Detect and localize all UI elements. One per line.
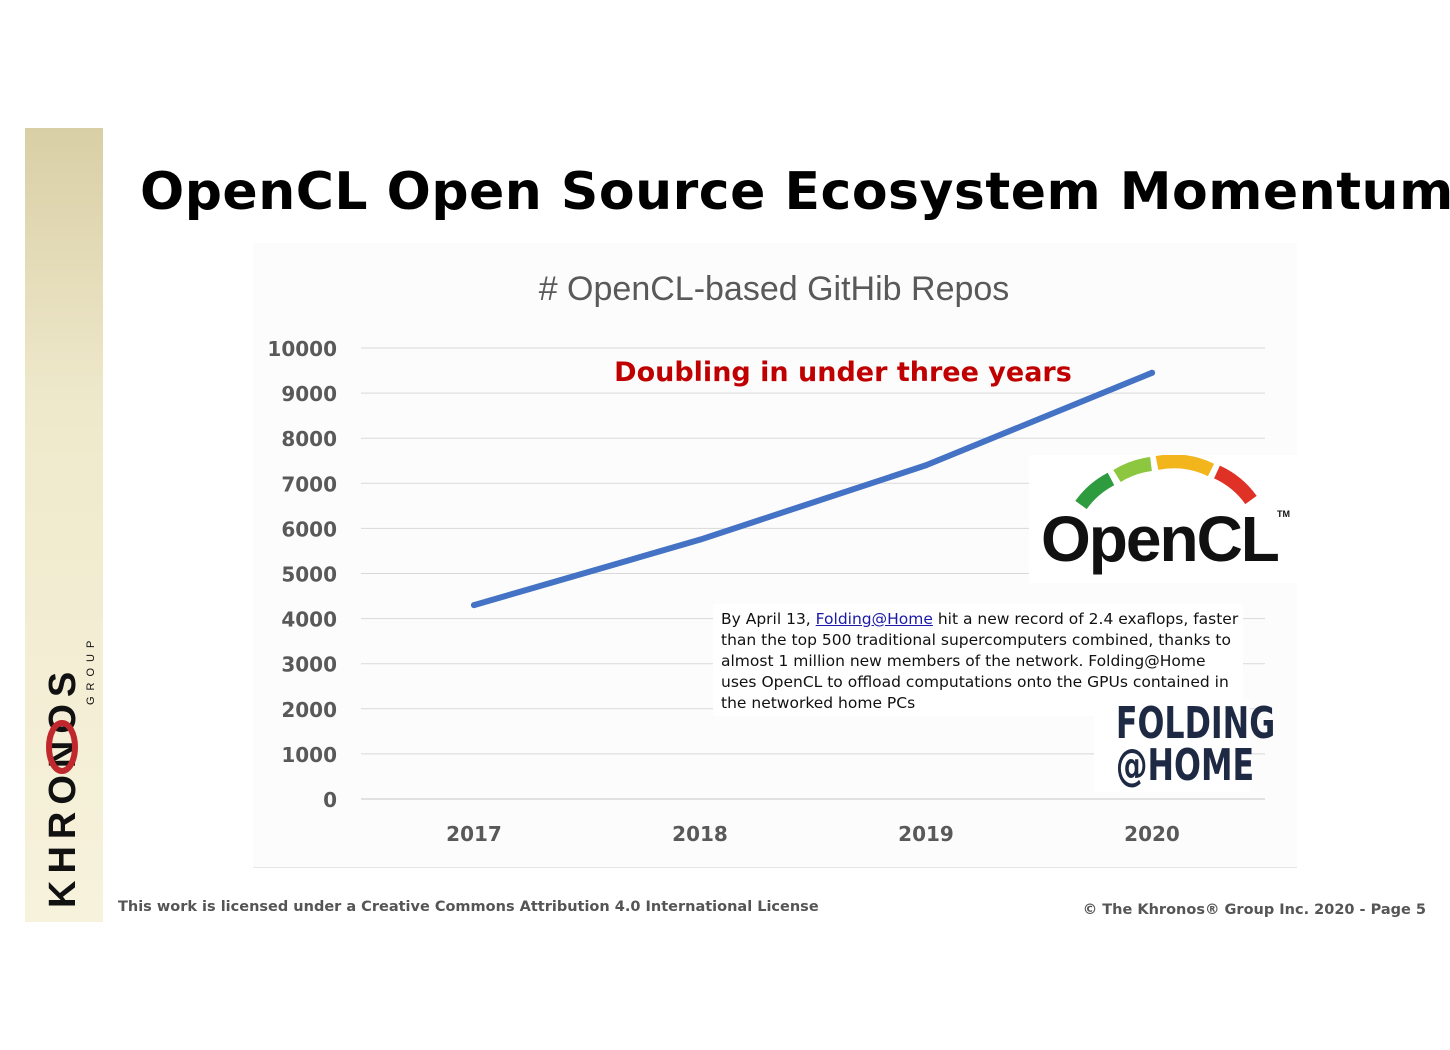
data-point: [471, 602, 477, 609]
khronos-swoosh-icon: [46, 720, 78, 774]
y-tick-label: 8000: [281, 427, 337, 451]
x-tick-label: 2019: [898, 822, 954, 846]
chart-annotation: Doubling in under three years: [614, 357, 1072, 388]
y-tick-label: 4000: [281, 608, 337, 632]
chart-title: # OpenCL-based GitHib Repos: [539, 270, 1010, 308]
y-tick-label: 0: [323, 788, 337, 812]
data-point: [923, 462, 929, 469]
folding-note-prefix: By April 13,: [721, 610, 816, 628]
y-tick-label: 6000: [281, 517, 337, 541]
data-point: [1149, 369, 1155, 376]
slide-title: OpenCL Open Source Ecosystem Momentum: [140, 162, 1450, 222]
series-line: [471, 369, 1155, 609]
y-tick-label: 5000: [281, 563, 337, 587]
opencl-tm: TM: [1277, 509, 1290, 519]
side-band: [25, 128, 103, 922]
data-point: [697, 536, 703, 543]
folding-at-home-link[interactable]: Folding@Home: [815, 610, 933, 628]
khronos-logo-sub: GROUP: [85, 635, 97, 705]
folding-note: By April 13, Folding@Home hit a new reco…: [713, 604, 1243, 716]
y-tick-label: 1000: [281, 743, 337, 767]
footer-copyright: © The Khronos® Group Inc. 2020 - Page 5: [1082, 902, 1426, 918]
khronos-logo: KHRONOS GROUP: [42, 635, 97, 908]
opencl-logo-text: OpenCL: [1041, 503, 1279, 575]
y-tick-label: 7000: [281, 472, 337, 496]
folding-at-home-logo: FOLDING @HOME: [1094, 698, 1275, 792]
y-tick-label: 10000: [267, 337, 337, 361]
folding-note-text: By April 13, Folding@Home hit a new reco…: [713, 604, 1243, 714]
opencl-logo-graphic: OpenCL TM: [1041, 454, 1290, 575]
opencl-arc-lime-icon: [1113, 457, 1153, 483]
khronos-logo-text: KHRONOS: [42, 665, 84, 908]
x-tick-label: 2017: [446, 822, 502, 846]
y-tick-label: 2000: [281, 698, 337, 722]
fah-logo-line2: @HOME: [1115, 740, 1255, 791]
y-tick-label: 3000: [281, 653, 337, 677]
x-tick-label: 2020: [1124, 822, 1180, 846]
footer-license: This work is licensed under a Creative C…: [118, 899, 819, 915]
opencl-logo: OpenCL TM: [1029, 454, 1297, 583]
opencl-arc-red-icon: [1213, 465, 1257, 505]
y-tick-label: 9000: [281, 382, 337, 406]
opencl-arc-green-icon: [1075, 472, 1115, 510]
folding-note-rest: hit a new record of 2.4 exaflops, faster…: [721, 610, 1239, 712]
x-tick-label: 2018: [672, 822, 728, 846]
opencl-arc-yellow-icon: [1155, 454, 1215, 477]
